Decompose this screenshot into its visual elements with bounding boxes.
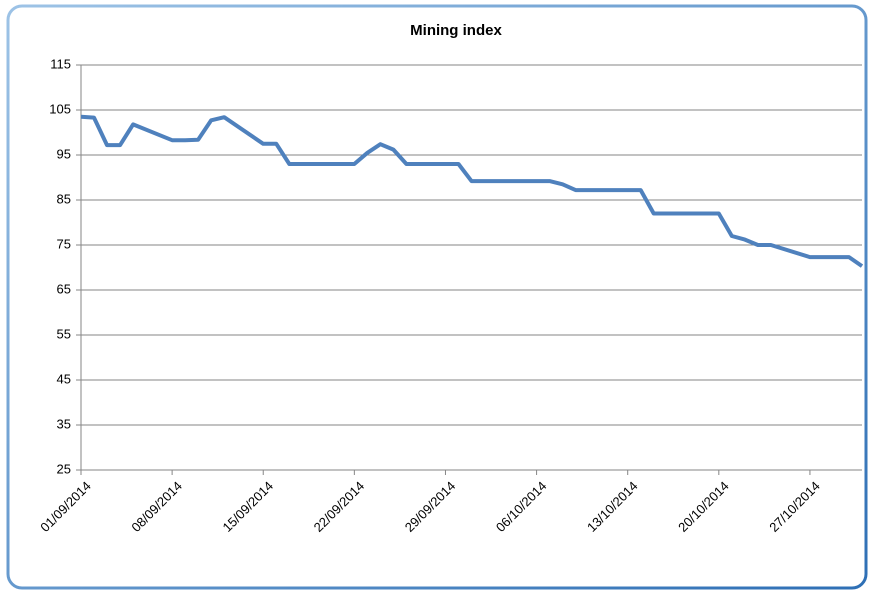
y-tick-label: 45 bbox=[57, 371, 71, 386]
y-tick-label: 115 bbox=[50, 56, 71, 71]
y-tick-label: 35 bbox=[57, 416, 71, 431]
y-tick-label: 65 bbox=[57, 281, 71, 296]
y-tick-label: 75 bbox=[57, 236, 71, 251]
y-tick-label: 95 bbox=[57, 146, 71, 161]
data-line bbox=[80, 114, 864, 268]
y-tick-label: 85 bbox=[57, 191, 71, 206]
y-tick-label: 105 bbox=[49, 101, 71, 116]
chart-title: Mining index bbox=[410, 22, 502, 39]
y-tick-label: 55 bbox=[57, 326, 71, 341]
y-tick-label: 25 bbox=[57, 461, 71, 476]
chart-frame bbox=[6, 4, 868, 590]
